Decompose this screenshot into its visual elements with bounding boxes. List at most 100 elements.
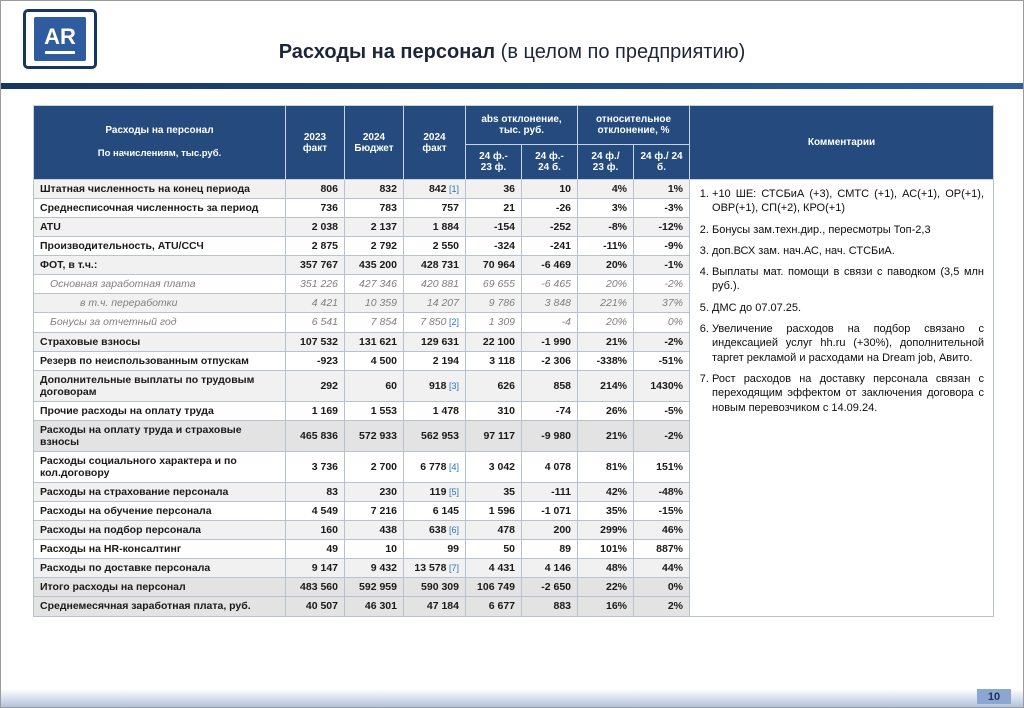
header-2024-fact: 2024 факт [403,105,466,180]
cell-y2023: 9 147 [285,558,345,579]
cell-d_abs_23: 97 117 [465,419,522,452]
cell-d_rel_23: 299% [577,520,635,541]
cell-y2023: -923 [285,350,345,371]
cell-b2024: 7 854 [344,312,404,333]
cell-d_abs_24: 10 [520,178,579,200]
cell-d_rel_24: 151% [633,450,691,484]
cell-y2023: 83 [285,482,345,503]
header-rel-24f-24b: 24 ф./ 24 б. [633,144,691,180]
table-row: Расходы на оплату труда и страховые взно… [33,419,994,452]
cell-d_rel_23: 20% [577,312,635,333]
header-group-abs-deviation: abs отклонение, тыс. руб. [464,105,579,145]
cell-y2023: 4 421 [285,293,345,314]
cell-d_abs_23: 106 749 [465,577,522,598]
cell-d_abs_23: 22 100 [465,331,522,352]
cell-d_abs_24: -1 071 [520,501,579,522]
cell-d_abs_23: 626 [465,369,522,402]
cell-d_rel_24: 0% [633,312,691,333]
cell-f2024: 13 578 [7] [403,558,466,579]
comment-item: Увеличение расходов на подбор связано с … [712,322,984,365]
cell-d_abs_23: 9 786 [465,293,522,314]
cell-d_rel_24: 1% [633,178,691,200]
page-title-suffix: (в целом по предприятию) [495,41,746,63]
cell-b2024: 10 359 [344,293,404,314]
table-row: Расходы на HR-консалтинг 49 10 99 50 89 101% 88… [33,539,994,560]
cell-d_abs_23: 3 042 [465,450,522,484]
table-body: Штатная численность на конец периода 806 8… [33,178,995,617]
cell-d_rel_24: 44% [633,558,691,579]
cell-d_abs_23: 21 [465,198,522,219]
cell-f2024: 638 [6] [403,520,466,541]
cell-y2023: 49 [285,539,345,560]
page-title: Расходы на персонал (в целом по предприя… [1,1,1023,64]
cell-d_rel_23: 81% [577,450,635,484]
header-costs-label: Расходы на персонал По начислениям, тыс.… [33,105,286,180]
footer-band [1,689,1023,707]
row-label: Расходы на обучение персонала [33,501,286,522]
cell-y2023: 736 [285,198,345,219]
cell-d_rel_24: 37% [633,293,691,314]
header-group-relative-deviation: относительное отклонение, % [577,105,691,145]
slide-header: AR Расходы на персонал (в целом по предп… [1,1,1023,83]
cell-d_abs_24: -4 [520,312,579,333]
table-row: Среднемесячная заработная плата, руб. 40 … [33,596,994,617]
cell-y2023: 292 [285,369,345,402]
cell-f2024: 2 194 [403,350,466,371]
cell-y2023: 465 836 [285,419,345,452]
table-header-row-groups: Расходы на персонал По начислениям, тыс.… [33,105,995,180]
footnote-ref: [3] [446,380,459,391]
row-label: Прочие расходы на оплату труда [33,400,286,421]
cell-d_abs_24: -1 990 [520,331,579,352]
cell-b2024: 427 346 [344,274,404,295]
cell-d_abs_24: 89 [520,539,579,560]
cell-d_rel_23: 214% [577,369,635,402]
cell-d_rel_23: 21% [577,331,635,352]
cell-b2024: 60 [344,369,404,402]
cell-f2024: 129 631 [403,331,466,352]
cell-d_rel_23: -338% [577,350,635,371]
cell-y2023: 806 [285,178,345,200]
cell-d_rel_24: 1430% [633,369,691,402]
cell-d_abs_23: 70 964 [465,255,522,276]
comment-item: Рост расходов на доставку персонала связ… [712,372,984,415]
cell-f2024: 6 778 [4] [403,450,466,484]
cell-d_rel_23: 20% [577,274,635,295]
cell-b2024: 4 500 [344,350,404,371]
header-2023-fact: 2023 факт [285,105,345,180]
cell-f2024: 7 850 [2] [403,312,466,333]
comments-list: +10 ШЕ: СТСБиА (+3), СМТС (+1), АС(+1), … [696,187,984,415]
cell-d_rel_23: 21% [577,419,635,452]
cell-y2023: 1 169 [285,400,345,421]
row-label: Производительность, ATU/ССЧ [33,236,286,257]
cell-y2023: 107 532 [285,331,345,352]
cell-d_abs_24: 200 [520,520,579,541]
header-divider-bar [1,83,1023,89]
footnote-ref: [4] [446,461,459,472]
cell-b2024: 46 301 [344,596,404,617]
cell-d_rel_23: 101% [577,539,635,560]
cell-d_rel_23: 3% [577,198,635,219]
cell-d_rel_24: -12% [633,217,691,238]
cell-f2024: 562 953 [403,419,466,452]
comment-item: ДМС до 07.07.25. [712,301,984,315]
comment-item: +10 ШЕ: СТСБиА (+3), СМТС (+1), АС(+1), … [712,187,984,216]
cell-y2023: 2 038 [285,217,345,238]
cell-d_abs_23: 35 [465,482,522,503]
cell-d_rel_23: 4% [577,178,635,200]
cell-d_rel_23: 16% [577,596,635,617]
cell-b2024: 435 200 [344,255,404,276]
cell-d_rel_24: 887% [633,539,691,560]
cell-d_rel_23: 20% [577,255,635,276]
cell-d_abs_24: -9 980 [520,419,579,452]
cell-b2024: 438 [344,520,404,541]
footnote-ref: [5] [446,487,459,498]
cell-y2023: 160 [285,520,345,541]
row-label: ФОТ, в т.ч.: [33,255,286,276]
row-label: в т.ч. переработки [33,293,286,314]
row-label: Страховые взносы [33,331,286,352]
cell-y2023: 6 541 [285,312,345,333]
cell-b2024: 2 700 [344,450,404,484]
cell-b2024: 832 [344,178,404,200]
cell-f2024: 1 478 [403,400,466,421]
row-label: Среднемесячная заработная плата, руб. [33,596,286,617]
